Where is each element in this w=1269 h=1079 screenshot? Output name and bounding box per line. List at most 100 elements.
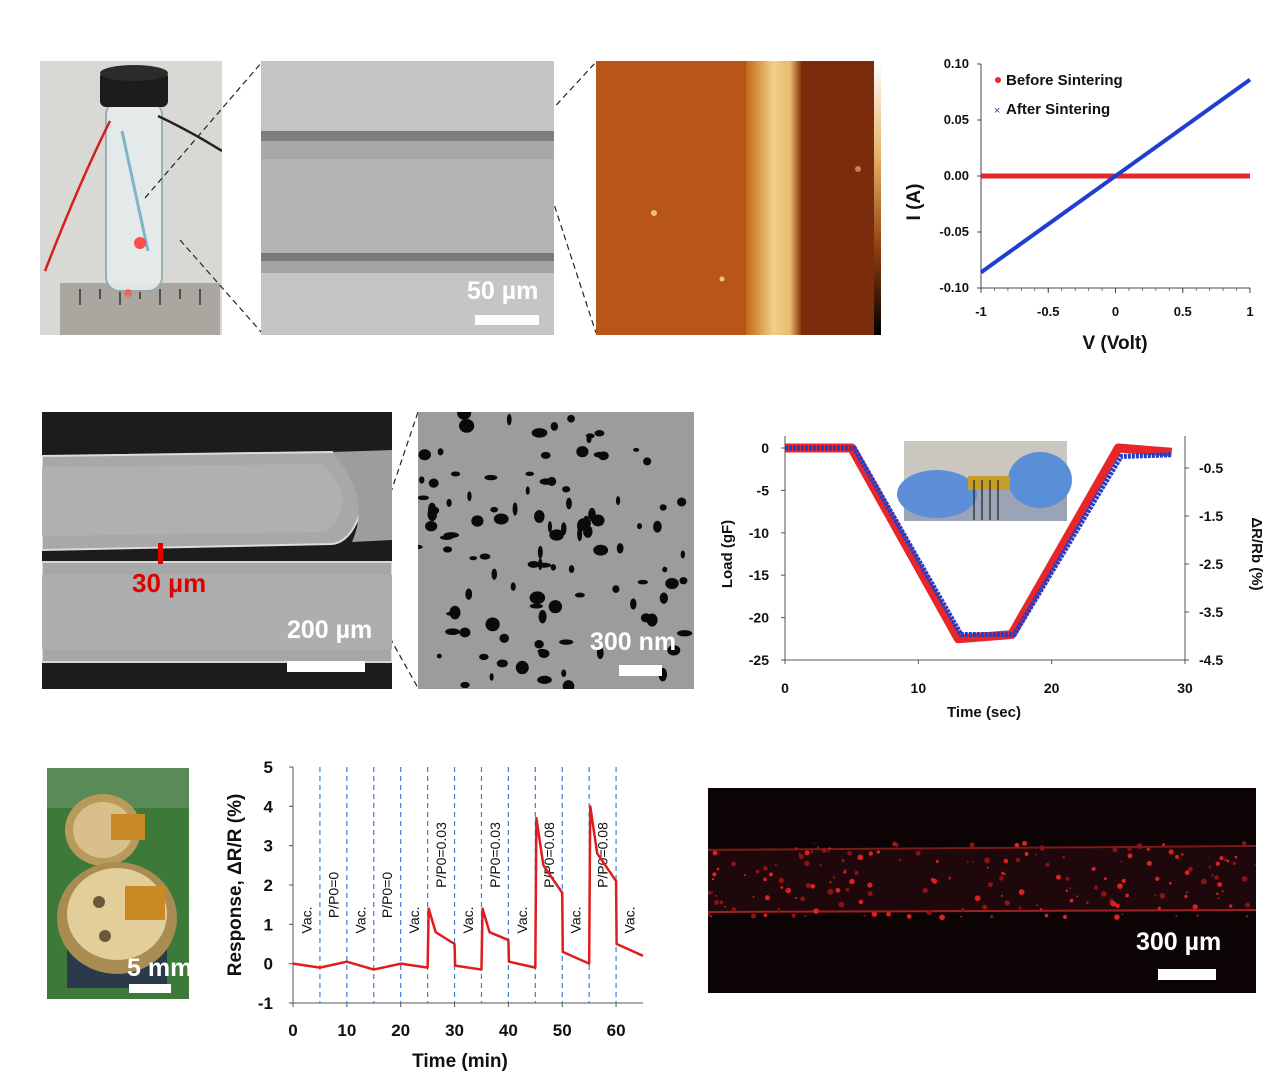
response-ytick-label: 3: [264, 837, 273, 856]
pore: [491, 568, 498, 580]
fluorescent-particle: [813, 842, 816, 845]
fluorescent-particle: [1217, 897, 1220, 899]
fluorescent-particle: [1120, 860, 1123, 863]
pore: [458, 419, 475, 433]
scalebar: [1158, 969, 1216, 980]
pore: [547, 521, 552, 533]
gap-label: 30 µm: [132, 568, 207, 598]
response-ytick-label: -1: [258, 994, 273, 1013]
series-resistance: [785, 445, 1172, 638]
fluorescent-particle: [1200, 878, 1207, 885]
fluorescent-particle: [982, 904, 988, 910]
fluorescent-particle: [1110, 900, 1117, 907]
fluorescent-particle: [1024, 852, 1029, 856]
fluorescent-particle: [966, 861, 969, 864]
fluorescent-particle: [827, 888, 834, 895]
fluorescent-particle: [1157, 906, 1161, 911]
fluorescent-particle: [719, 900, 724, 905]
fluorescent-particle: [1000, 894, 1003, 897]
fluorescent-particle: [986, 866, 989, 869]
fluorescent-particle: [785, 887, 792, 894]
fluorescent-particle: [828, 847, 831, 850]
fluorescent-particle: [731, 907, 737, 912]
pore: [594, 430, 605, 437]
fluorescent-particle: [1039, 907, 1043, 911]
fluorescent-particle: [1045, 862, 1050, 867]
pore: [450, 471, 461, 477]
pore: [489, 673, 494, 681]
pore: [643, 457, 652, 466]
fluorescent-particle: [763, 866, 768, 871]
iv-ytick-label: -0.05: [939, 224, 969, 239]
fluorescent-particle: [898, 858, 902, 861]
fluorescent-particle: [711, 891, 714, 893]
pore: [566, 497, 572, 510]
iv-xtick-label: 0.5: [1174, 304, 1192, 319]
load-ytick-label: -20: [749, 610, 769, 626]
fluorescent-particle: [821, 847, 827, 853]
pore: [646, 613, 658, 627]
response-ytick-label: 0: [264, 955, 273, 974]
fluorescent-particle: [1018, 889, 1025, 895]
load-chart: 0 -5 -10 -15 -20 -25 -0.5 -1.5 -2.5 -3.5 -4.5 0 10 20…: [719, 436, 1265, 721]
fluorescent-particle: [1168, 881, 1172, 885]
scalebar-label: 300 nm: [590, 628, 677, 656]
fluorescent-particle: [1221, 890, 1224, 893]
load-ylabel: Load (gF): [719, 520, 736, 588]
pore: [677, 630, 693, 637]
fluorescent-particle: [835, 887, 841, 893]
fluorescent-particle: [1044, 913, 1049, 918]
response-ytick-label: 4: [264, 797, 274, 816]
pore: [550, 421, 559, 431]
pore: [449, 605, 461, 620]
pore: [531, 428, 548, 438]
fluorescent-particle: [926, 909, 932, 915]
fluorescent-particle: [724, 905, 726, 908]
fluorescent-particle: [1224, 858, 1228, 862]
fluorescent-particle: [1187, 866, 1193, 872]
fluorescent-particle: [1121, 878, 1126, 883]
load-ylabel-right: ΔR/Rb (%): [1248, 517, 1265, 590]
fluorescent-particle: [1146, 847, 1150, 851]
pore: [479, 653, 489, 661]
pore: [469, 556, 478, 561]
pore: [465, 588, 473, 600]
fluorescent-particle: [871, 911, 878, 917]
fluorescent-particle: [714, 899, 720, 905]
pore: [512, 502, 518, 516]
fluorescent-particle: [1196, 914, 1199, 917]
afm-height-map-icon: [596, 61, 881, 335]
phase-annotation: P/P0=0.03: [487, 822, 503, 888]
pore: [568, 565, 575, 574]
load-xtick-label: 10: [911, 680, 927, 696]
pore: [593, 544, 609, 556]
fluorescent-particle: [1184, 870, 1190, 876]
fluorescent-particle: [845, 887, 850, 892]
pore: [574, 592, 585, 598]
fluorescent-particle: [999, 876, 1004, 881]
fluorescent-particle: [935, 860, 939, 863]
sem-lines-panel: 50 µm: [261, 61, 554, 335]
pore: [467, 491, 472, 502]
fluorescent-particle: [1162, 843, 1165, 847]
pore: [616, 543, 624, 554]
fluorescent-particle: [712, 872, 717, 877]
response-xtick-label: 20: [391, 1021, 410, 1040]
scalebar-label: 200 µm: [287, 616, 373, 644]
pore: [439, 535, 454, 540]
fluorescent-particle: [893, 843, 896, 846]
pore: [676, 497, 687, 507]
pore: [525, 471, 535, 476]
pore: [637, 523, 643, 530]
iv-ytick-label: -0.10: [939, 280, 969, 295]
pore: [445, 628, 460, 636]
fluorescent-particle: [841, 858, 845, 863]
fluorescent-particle: [827, 850, 830, 853]
fluorescent-particle: [1245, 902, 1250, 908]
fluorescent-particle: [791, 913, 796, 918]
sem-lines-image: [261, 61, 554, 335]
fluorescent-particle: [819, 864, 822, 866]
pore: [637, 579, 649, 585]
pore: [459, 627, 471, 638]
fluorescent-particle: [1076, 895, 1079, 898]
